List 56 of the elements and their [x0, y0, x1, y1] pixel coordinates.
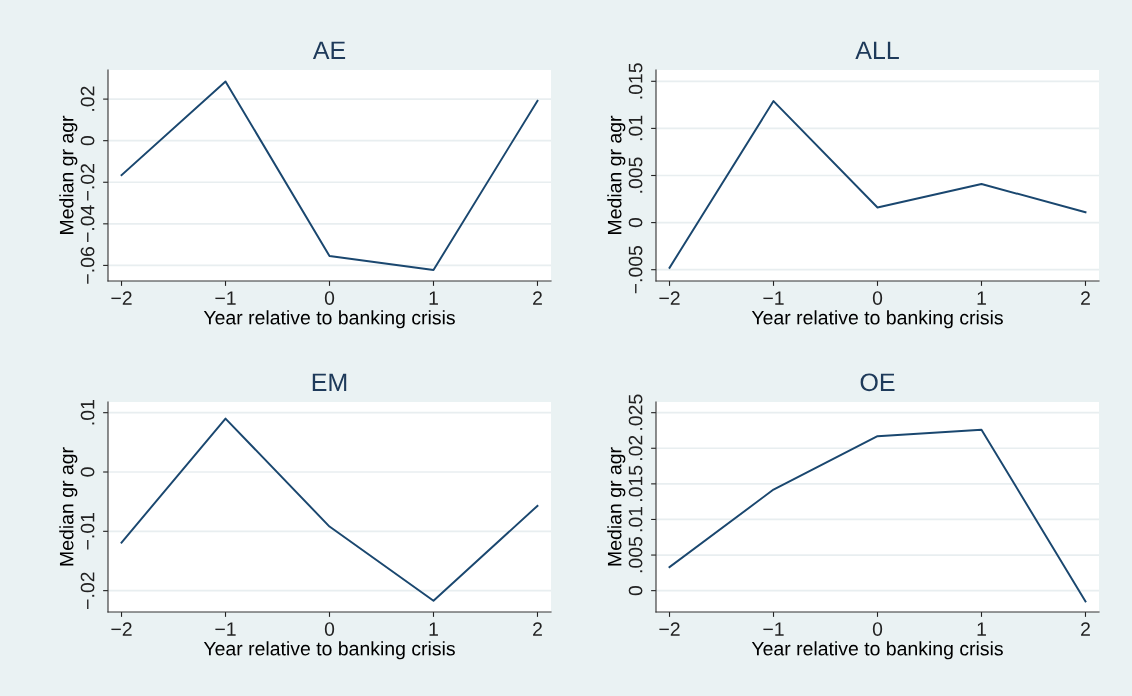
y-tick-label: .005	[628, 157, 643, 193]
y-tick-label: .025	[628, 394, 643, 430]
y-tick-label: .015	[628, 63, 643, 99]
line-series	[120, 417, 539, 602]
x-tick-label: −1	[763, 291, 784, 305]
x-tick-label: 0	[872, 291, 883, 305]
x-tick-label: 0	[872, 622, 883, 636]
y-tick-label: 0	[80, 467, 95, 477]
x-tick-label: 0	[324, 622, 335, 636]
x-axis-title: Year relative to banking crisis	[751, 641, 1003, 660]
chart-title: AE	[312, 41, 346, 59]
line-series	[668, 428, 1087, 603]
y-axis-title: Median gr agr	[607, 447, 626, 566]
x-axis-title: Year relative to banking crisis	[203, 310, 455, 329]
x-tick-label: −2	[111, 622, 132, 636]
x-tick-label: 0	[324, 291, 335, 305]
y-tick-label: −.06	[80, 247, 95, 284]
y-tick-label: 0	[80, 136, 95, 146]
y-tick-label: .01	[628, 115, 643, 141]
x-tick-label: 1	[429, 291, 438, 305]
chart-title: OE	[860, 373, 895, 392]
x-axis-title: Year relative to banking crisis	[203, 641, 455, 660]
line-series	[120, 80, 539, 271]
x-tick-label: 2	[1081, 622, 1090, 636]
x-tick-label: 1	[977, 291, 986, 305]
chart-title: ALL	[855, 41, 899, 59]
y-tick-label: −.02	[80, 572, 95, 609]
y-tick-label: .02	[628, 435, 643, 461]
x-tick-label: 2	[1081, 291, 1090, 305]
y-tick-label: 0	[628, 217, 643, 228]
y-tick-label: −.04	[80, 205, 95, 243]
y-tick-label: .005	[628, 536, 643, 573]
y-axis-title: Median gr agr	[59, 447, 78, 566]
x-tick-label: −2	[659, 291, 680, 305]
x-tick-label: −1	[215, 291, 236, 305]
y-tick-label: .015	[628, 465, 643, 502]
x-tick-label: 2	[533, 291, 542, 305]
line-series	[668, 100, 1087, 269]
x-axis-title: Year relative to banking crisis	[751, 310, 1003, 329]
x-tick-label: 2	[533, 622, 542, 636]
y-tick-label: .02	[80, 86, 95, 111]
x-tick-label: 1	[977, 622, 986, 636]
x-tick-label: −2	[111, 291, 132, 305]
x-tick-label: 1	[429, 622, 438, 636]
y-tick-label: −.02	[80, 164, 95, 201]
y-tick-label: −.005	[628, 245, 643, 294]
x-tick-label: −2	[659, 622, 680, 636]
chart-title: EM	[312, 373, 347, 391]
y-axis-title: Median gr agr	[59, 115, 78, 234]
y-tick-label: .01	[628, 506, 643, 532]
y-tick-label: .01	[80, 400, 95, 425]
x-tick-label: −1	[215, 622, 236, 636]
y-axis-title: Median gr agr	[607, 115, 626, 234]
x-tick-label: −1	[763, 622, 784, 636]
y-tick-label: 0	[628, 586, 643, 596]
y-tick-label: −.01	[80, 513, 95, 550]
